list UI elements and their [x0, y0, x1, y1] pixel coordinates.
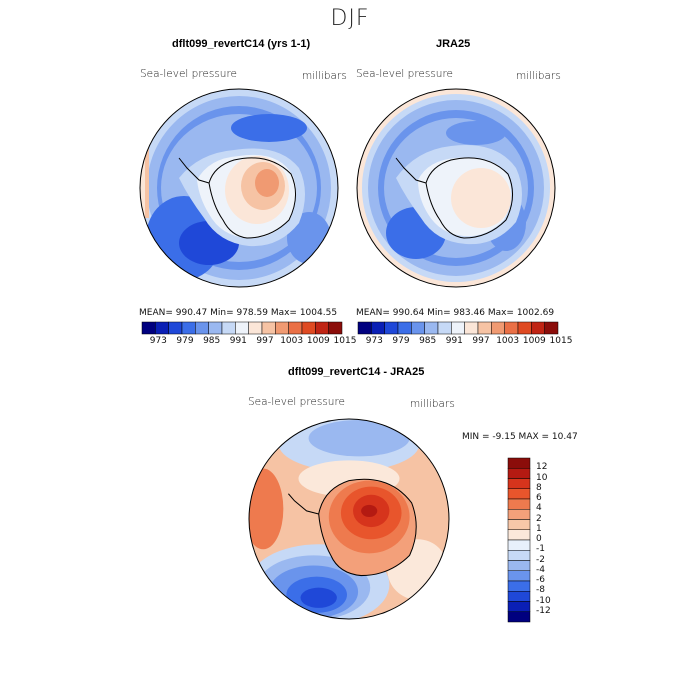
- panel-2-variable: Sea-level pressure: [356, 68, 454, 80]
- colorbar-tick-label: -10: [536, 595, 551, 606]
- colorbar-swatch: [507, 570, 531, 582]
- colorbar-swatch: [168, 321, 183, 335]
- colorbar-tick-label: 8: [536, 482, 542, 493]
- panel-2-colorbar: [357, 321, 559, 335]
- colorbar-swatch: [531, 321, 545, 335]
- colorbar-tick-label: -6: [536, 575, 545, 585]
- colorbar-tick-label: 1015: [549, 336, 573, 346]
- colorbar-tick-label: 979: [392, 336, 410, 346]
- panel-1-stats: MEAN= 990.47 Min= 978.59 Max= 1004.55: [139, 308, 338, 318]
- colorbar-swatch: [477, 321, 492, 335]
- panel-3-stats: MIN = -9.15 MAX = 10.47: [462, 432, 578, 442]
- colorbar-swatch: [288, 321, 303, 335]
- colorbar-tick-label: -8: [536, 585, 545, 596]
- colorbar-tick-label: 10: [536, 472, 548, 483]
- panel-3-units: millibars: [410, 398, 455, 410]
- colorbar-tick-label: -12: [536, 605, 551, 616]
- colorbar-swatch: [507, 601, 531, 612]
- colorbar-swatch: [195, 321, 209, 335]
- colorbar-swatch: [371, 321, 385, 335]
- colorbar-swatch: [384, 321, 399, 335]
- colorbar-tick-label: 973: [365, 336, 383, 346]
- panel-3-colorbar: [507, 457, 531, 623]
- colorbar-swatch: [491, 321, 505, 335]
- colorbar-swatch: [507, 468, 531, 479]
- colorbar-swatch: [507, 580, 531, 592]
- colorbar-tick-label: 12: [536, 462, 548, 473]
- colorbar-tick-label: 4: [536, 503, 542, 514]
- colorbar-swatch: [261, 321, 276, 335]
- panel-1-colorbar-ticks: 973 979 985 991 997 1003 1009 1015: [139, 336, 357, 348]
- colorbar-swatch: [155, 321, 169, 335]
- panel-1-title: dflt099_revertC14 (yrs 1-1): [172, 38, 311, 50]
- colorbar-tick-label: 979: [176, 336, 194, 346]
- panel-2-units: millibars: [516, 70, 561, 82]
- panel-1-map: [139, 88, 339, 288]
- panel-2-stats: MEAN= 990.64 Min= 983.46 Max= 1002.69: [356, 308, 555, 318]
- colorbar-swatch: [437, 321, 452, 335]
- panel-3-title: dflt099_revertC14 - JRA25: [288, 366, 425, 378]
- colorbar-tick-label: -1: [536, 544, 545, 555]
- colorbar-tick-label: 1009: [306, 336, 330, 346]
- colorbar-tick-label: 973: [149, 336, 167, 346]
- colorbar-swatch: [507, 529, 531, 541]
- colorbar-swatch: [451, 321, 465, 335]
- colorbar-swatch: [315, 321, 329, 335]
- colorbar-swatch: [517, 321, 532, 335]
- colorbar-swatch: [507, 519, 531, 530]
- colorbar-tick-label: 0: [536, 534, 542, 544]
- colorbar-swatch: [235, 321, 249, 335]
- colorbar-swatch: [507, 498, 531, 510]
- colorbar-swatch: [275, 321, 289, 335]
- colorbar-swatch: [208, 321, 223, 335]
- colorbar-swatch: [504, 321, 519, 335]
- colorbar-swatch: [141, 321, 156, 335]
- panel-3-map: [248, 418, 450, 620]
- colorbar-tick-label: 1009: [522, 336, 546, 346]
- colorbar-swatch: [181, 321, 196, 335]
- colorbar-tick-label: 1: [536, 523, 542, 534]
- colorbar-tick-label: -2: [536, 554, 545, 565]
- colorbar-tick-label: 991: [229, 336, 247, 346]
- colorbar-tick-label: 997: [472, 336, 490, 346]
- colorbar-tick-label: 2: [536, 513, 542, 524]
- panel-1-variable: Sea-level pressure: [140, 68, 238, 80]
- colorbar-swatch: [507, 509, 531, 520]
- colorbar-swatch: [507, 539, 531, 551]
- colorbar-swatch: [301, 321, 316, 335]
- panel-2-title: JRA25: [436, 38, 471, 50]
- panel-3-variable: Sea-level pressure: [248, 396, 346, 408]
- colorbar-tick-label: 1003: [496, 336, 520, 346]
- colorbar-swatch: [221, 321, 236, 335]
- colorbar-swatch: [357, 321, 372, 335]
- colorbar-tick-label: 997: [256, 336, 274, 346]
- panel-1-colorbar: [141, 321, 343, 335]
- season-title: DJF: [330, 6, 370, 31]
- panel-1-units: millibars: [302, 70, 347, 82]
- colorbar-swatch: [248, 321, 263, 335]
- colorbar-tick-label: 985: [419, 336, 437, 346]
- colorbar-swatch: [464, 321, 479, 335]
- colorbar-swatch: [507, 457, 531, 469]
- panel-3-colorbar-ticks: 12 10 8 6 4 2 1 0 -1 -2 -4 -6 -8 -10 -12: [536, 458, 576, 622]
- colorbar-tick-label: 6: [536, 493, 542, 503]
- colorbar-swatch: [507, 591, 531, 602]
- colorbar-swatch: [507, 550, 531, 561]
- colorbar-swatch: [507, 488, 531, 500]
- colorbar-tick-label: 985: [203, 336, 221, 346]
- colorbar-tick-label: 1015: [333, 336, 357, 346]
- colorbar-swatch: [544, 321, 559, 335]
- colorbar-swatch: [424, 321, 439, 335]
- colorbar-swatch: [411, 321, 425, 335]
- panel-2-map: [356, 88, 556, 288]
- colorbar-tick-label: 1003: [280, 336, 304, 346]
- colorbar-swatch: [507, 560, 531, 571]
- panel-2-colorbar-ticks: 973 979 985 991 997 1003 1009 1015: [355, 336, 573, 348]
- colorbar-tick-label: -4: [536, 564, 545, 575]
- colorbar-swatch: [507, 478, 531, 489]
- colorbar-swatch: [507, 611, 531, 623]
- colorbar-swatch: [328, 321, 343, 335]
- colorbar-tick-label: 991: [445, 336, 463, 346]
- colorbar-swatch: [397, 321, 412, 335]
